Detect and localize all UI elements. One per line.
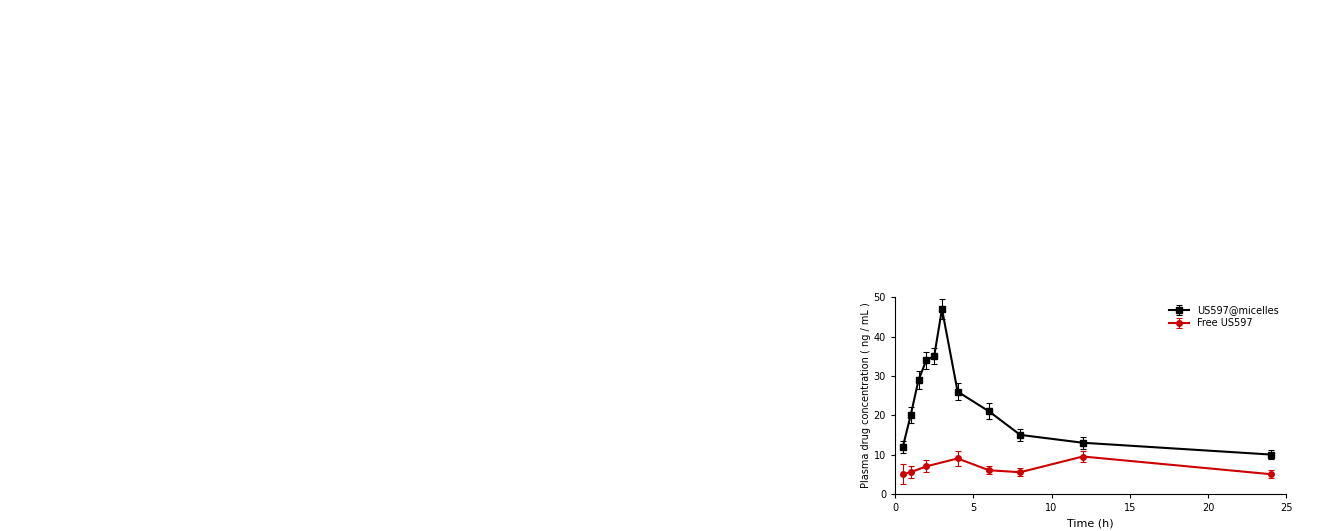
X-axis label: Time (h): Time (h) xyxy=(1067,518,1114,528)
Y-axis label: Plasma drug concentration ( ng / mL ): Plasma drug concentration ( ng / mL ) xyxy=(861,303,871,489)
Legend: US597@micelles, Free US597: US597@micelles, Free US597 xyxy=(1167,302,1281,331)
